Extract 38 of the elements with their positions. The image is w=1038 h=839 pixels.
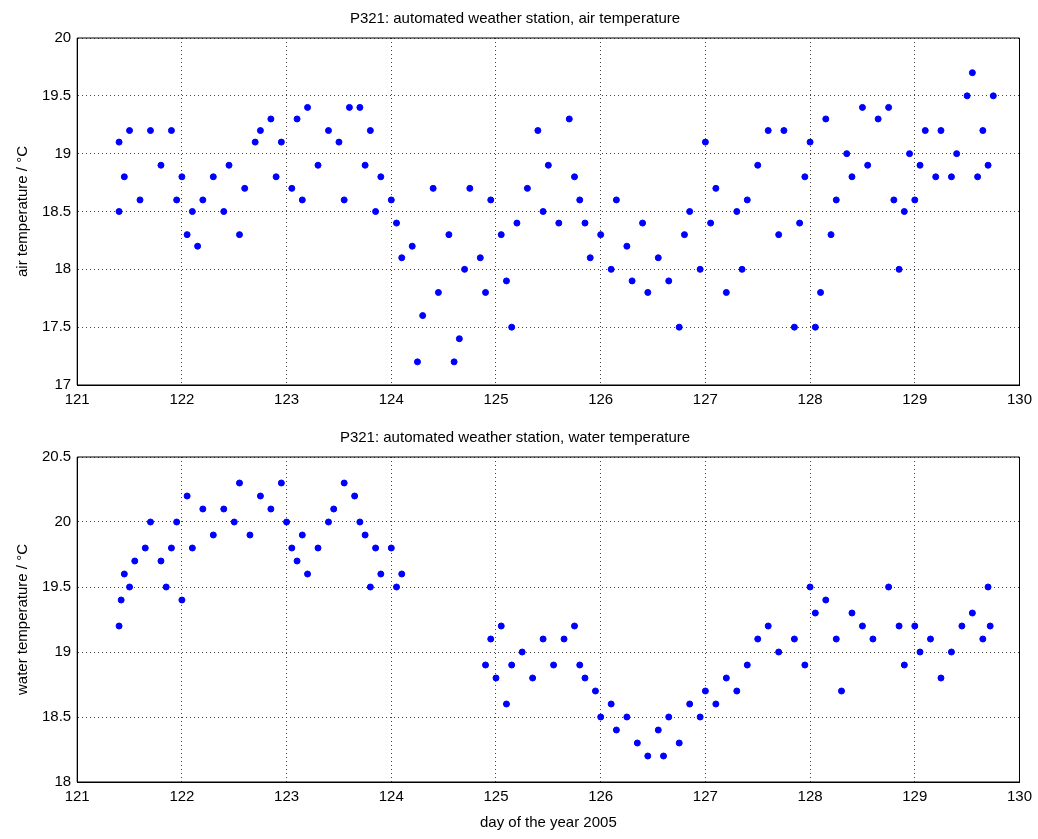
chart-title: P321: automated weather station, water temperature — [339, 428, 691, 446]
y-tick-label: 20.5 — [41, 447, 72, 465]
x-tick-label: 129 — [902, 390, 928, 408]
y-axis-title: air temperature / °C — [13, 145, 31, 278]
y-tick-label: 17 — [54, 375, 72, 393]
y-tick-label: 18 — [54, 259, 72, 277]
x-tick-label: 122 — [169, 390, 195, 408]
x-tick-label: 124 — [378, 390, 404, 408]
y-tick-label: 19.5 — [41, 85, 72, 103]
y-tick-label: 18 — [54, 772, 72, 790]
x-tick-label: 124 — [378, 787, 404, 805]
x-tick-label: 126 — [588, 787, 614, 805]
x-tick-label: 129 — [902, 787, 928, 805]
x-tick-label: 123 — [274, 390, 300, 408]
y-tick-label: 20 — [54, 28, 72, 46]
x-axis-title: day of the year 2005 — [479, 813, 617, 831]
y-tick-label: 18.5 — [41, 201, 72, 219]
y-tick-label: 19 — [54, 642, 72, 660]
y-tick-label: 17.5 — [41, 317, 72, 335]
chart-title: P321: automated weather station, air temperature — [349, 9, 681, 27]
x-tick-label: 128 — [797, 787, 823, 805]
x-tick-label: 125 — [483, 390, 509, 408]
y-tick-label: 20 — [54, 512, 72, 530]
y-tick-label: 18.5 — [41, 707, 72, 725]
x-tick-label: 121 — [64, 787, 90, 805]
x-tick-label: 130 — [1006, 390, 1032, 408]
x-tick-label: 123 — [274, 787, 300, 805]
x-tick-label: 126 — [588, 390, 614, 408]
x-tick-label: 122 — [169, 787, 195, 805]
x-tick-label: 130 — [1006, 787, 1032, 805]
y-tick-label: 19 — [54, 143, 72, 161]
x-tick-label: 127 — [692, 390, 718, 408]
x-tick-label: 128 — [797, 390, 823, 408]
x-tick-label: 125 — [483, 787, 509, 805]
x-tick-label: 127 — [692, 787, 718, 805]
y-tick-label: 19.5 — [41, 577, 72, 595]
x-tick-label: 121 — [64, 390, 90, 408]
y-axis-title: water temperature / °C — [13, 543, 31, 697]
